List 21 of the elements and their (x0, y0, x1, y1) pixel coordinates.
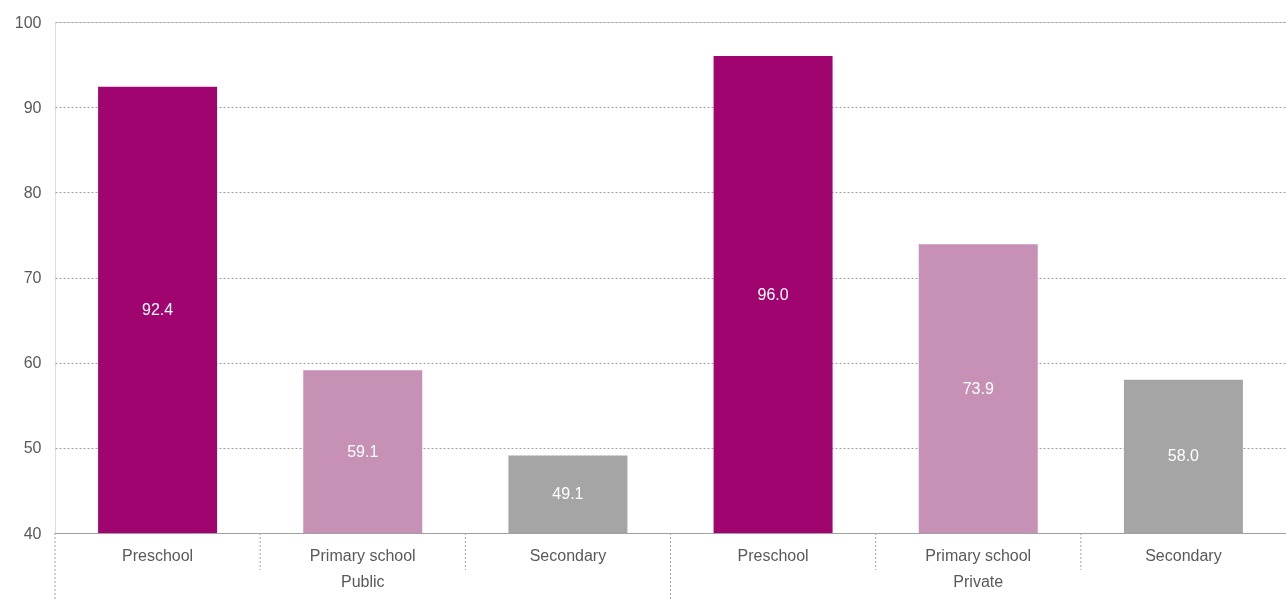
y-tick-label: 80 (23, 183, 42, 201)
y-tick-label: 100 (14, 13, 42, 31)
data-label: 58.0 (1167, 447, 1200, 465)
y-tick-label: 60 (23, 354, 42, 372)
data-label: 49.1 (552, 485, 584, 503)
data-label: 92.4 (142, 300, 174, 318)
y-tick-label: 90 (23, 98, 42, 116)
data-label: 59.1 (347, 442, 379, 460)
y-tick-label: 70 (23, 269, 42, 286)
text: Private (953, 573, 1004, 590)
x-tick-label: Primary school (925, 546, 1032, 564)
x-tick-label: Preschool (737, 546, 809, 564)
data-label: 73.9 (962, 379, 994, 397)
text: Public (340, 573, 385, 590)
x-tick-label: Primary school (309, 546, 416, 564)
y-tick-label: 40 (23, 524, 42, 542)
x-tick-label: Secondary (529, 546, 607, 564)
data-label: 96.0 (757, 285, 789, 303)
x-tick-label: Preschool (122, 546, 194, 564)
x-tick-label: Secondary (1145, 546, 1222, 564)
y-tick-label: 50 (23, 439, 42, 457)
